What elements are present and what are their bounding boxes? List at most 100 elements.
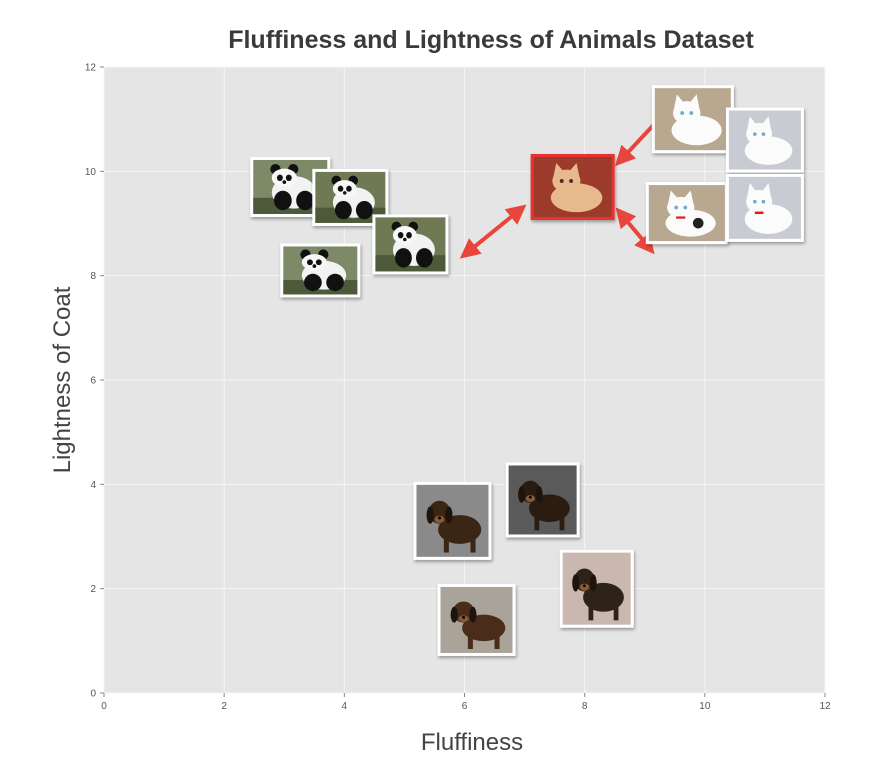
dog-photo-point — [413, 481, 492, 560]
cat-eye — [680, 111, 685, 115]
cat-collar — [676, 216, 686, 219]
cat-photo-point — [645, 182, 728, 245]
dog-leg — [613, 604, 619, 621]
panda-nose — [403, 237, 407, 242]
panda-eye-patch — [276, 174, 283, 182]
dog-ear — [535, 486, 543, 503]
cat-ear — [667, 190, 679, 205]
panda-photo-point — [280, 243, 361, 298]
panda-eye-patch — [397, 231, 404, 239]
dog-leg — [494, 634, 500, 650]
panda-leg — [296, 190, 314, 211]
similarity-arrow — [615, 207, 655, 255]
x-tick-label: 0 — [101, 701, 107, 712]
dog-ear — [426, 506, 434, 524]
x-tick-label: 8 — [582, 701, 588, 712]
dog-leg — [470, 536, 476, 553]
panda-nose — [282, 180, 287, 184]
dog-head — [574, 568, 595, 592]
cat-eye — [674, 205, 679, 210]
dog-ear — [469, 606, 477, 623]
dog-leg — [443, 536, 449, 553]
y-tick-label: 4 — [90, 480, 96, 491]
panda-leg — [416, 248, 433, 268]
x-tick-label: 6 — [462, 701, 468, 712]
cat-ear — [746, 183, 757, 199]
cat-eye — [761, 132, 766, 136]
panda-head — [332, 180, 357, 198]
cat-ear — [746, 116, 757, 132]
dog-head — [520, 480, 541, 503]
data-points — [250, 85, 804, 656]
panda-leg — [304, 273, 322, 292]
dog-ear — [572, 574, 580, 592]
query-photo-point — [530, 153, 615, 220]
panda-eye-patch — [315, 259, 322, 266]
cat-ear — [761, 183, 772, 199]
x-tick-label: 2 — [221, 701, 227, 712]
panda-eye-patch — [306, 259, 313, 266]
dog-ear — [518, 486, 525, 503]
dog-leg — [467, 634, 473, 650]
panda-leg — [355, 200, 373, 220]
cat-eye — [753, 199, 757, 204]
cat-eye — [559, 179, 564, 183]
x-tick-label: 10 — [699, 701, 711, 712]
panda-eye-patch — [285, 174, 292, 182]
panda-leg — [395, 248, 412, 268]
cat-collar — [754, 211, 764, 215]
y-tick-label: 10 — [85, 167, 97, 178]
dog-muzzle — [525, 495, 536, 503]
cat-head — [746, 122, 773, 146]
panda-eye-patch — [337, 185, 344, 192]
cat-eye — [683, 205, 688, 210]
cat-spot — [692, 217, 704, 229]
cat-ear — [673, 94, 685, 110]
dog-muzzle — [434, 515, 445, 524]
chart-title: Fluffiness and Lightness of Animals Data… — [228, 26, 754, 54]
panda-nose — [342, 191, 347, 195]
cat-head — [673, 101, 701, 125]
cat-photo-point — [725, 107, 804, 173]
dog-photo-point — [559, 549, 634, 628]
panda-leg — [326, 273, 344, 292]
cat-head — [667, 196, 695, 219]
panda-eye-patch — [346, 185, 352, 192]
dog-leg — [588, 604, 594, 621]
panda-head — [392, 226, 417, 245]
dog-leg — [534, 515, 540, 531]
cat-ear — [761, 116, 772, 132]
dog-photo-point — [437, 583, 516, 656]
dog-head — [452, 601, 475, 623]
y-tick-label: 0 — [90, 689, 96, 700]
panda-nose — [312, 264, 317, 268]
dog-ear — [589, 574, 597, 592]
dog-nose — [462, 615, 465, 619]
panda-eye-patch — [406, 231, 412, 239]
dog-head — [428, 500, 451, 524]
panda-head — [301, 254, 327, 271]
cat-head — [746, 189, 773, 214]
x-axis-label: Fluffiness — [421, 729, 523, 756]
cat-ear — [683, 190, 694, 205]
y-tick-label: 6 — [90, 376, 96, 387]
y-tick-label: 2 — [90, 584, 96, 595]
y-tick-label: 12 — [85, 63, 97, 74]
cat-head — [552, 169, 581, 193]
cat-ear — [689, 94, 700, 110]
dog-ear — [445, 506, 453, 524]
dog-nose — [583, 584, 586, 588]
cat-photo-point — [725, 173, 804, 242]
y-tick-label: 8 — [90, 271, 96, 282]
cat-ear — [568, 162, 580, 178]
panda-photo-point — [372, 214, 449, 275]
panda-head — [271, 168, 297, 187]
x-tick-label: 12 — [819, 701, 831, 712]
similarity-arrow — [459, 204, 527, 259]
dog-photo-point — [505, 462, 580, 538]
cat-eye — [689, 111, 694, 115]
x-tick-label: 4 — [342, 701, 348, 712]
panda-leg — [334, 200, 352, 220]
cat-eye — [761, 199, 766, 204]
